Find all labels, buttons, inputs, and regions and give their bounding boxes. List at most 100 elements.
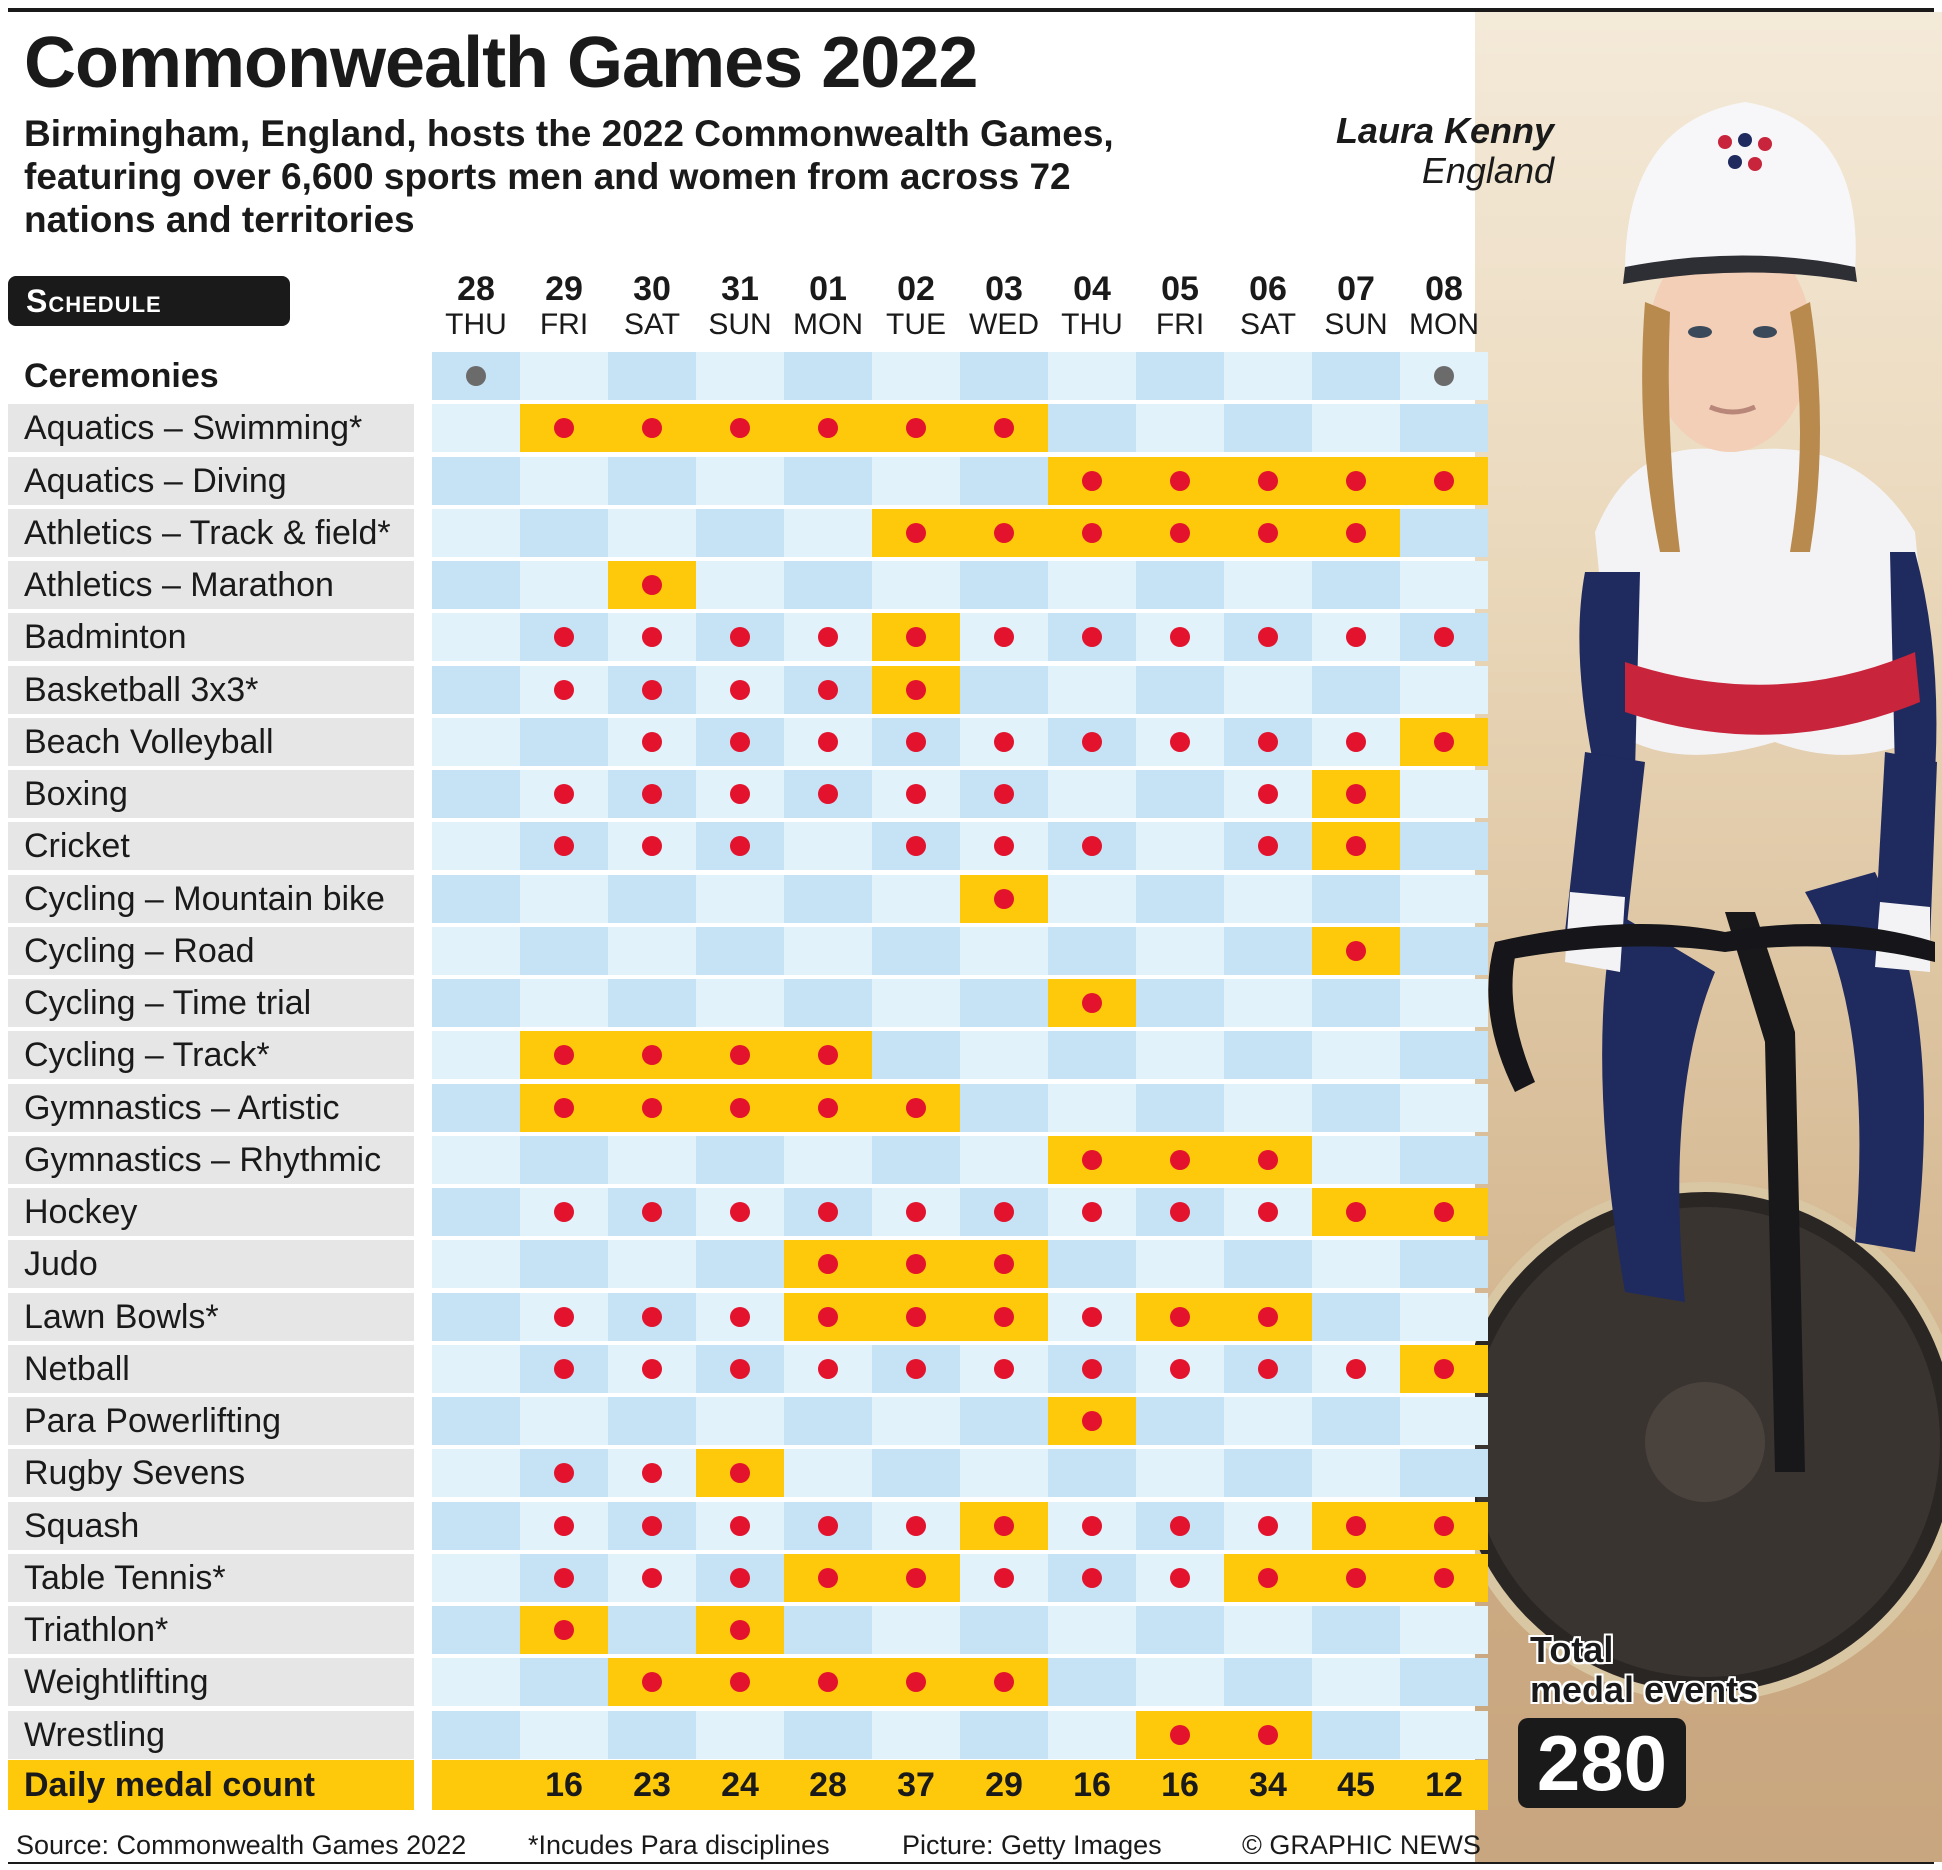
day-of-week: MON [793, 308, 863, 341]
day-header-01: 01 MON [784, 270, 872, 342]
event-dot [1346, 1359, 1366, 1379]
schedule-cell [1048, 1606, 1136, 1654]
schedule-cell [1224, 352, 1312, 400]
event-dot [1082, 1202, 1102, 1222]
schedule-cell [520, 822, 608, 870]
schedule-cell [608, 822, 696, 870]
medal-event-cell [608, 404, 696, 452]
schedule-cell [1136, 770, 1224, 818]
schedule-cell [1136, 1397, 1224, 1445]
medal-event-cell [1048, 1136, 1136, 1184]
day-header-04: 04 THU [1048, 270, 1136, 342]
schedule-cell [608, 1502, 696, 1550]
schedule-cell [960, 1345, 1048, 1393]
medal-event-cell [608, 1084, 696, 1132]
schedule-cell [1224, 561, 1312, 609]
day-header-03: 03 WED [960, 270, 1048, 342]
schedule-cell [1048, 404, 1136, 452]
schedule-cell [432, 509, 520, 557]
schedule-cell [432, 1240, 520, 1288]
event-dot [1170, 732, 1190, 752]
schedule-cell [696, 613, 784, 661]
event-dot [1258, 1516, 1278, 1536]
schedule-cell [1048, 1345, 1136, 1393]
schedule-cell [1400, 1449, 1488, 1497]
schedule-cell [1312, 979, 1400, 1027]
day-number: 08 [1425, 270, 1463, 308]
day-of-week: WED [969, 308, 1039, 341]
medal-event-cell [1224, 1136, 1312, 1184]
schedule-cell [1312, 1031, 1400, 1079]
schedule-cell [1312, 1136, 1400, 1184]
medal-event-cell [520, 1031, 608, 1079]
day-number: 07 [1337, 270, 1375, 308]
schedule-cell [520, 1554, 608, 1602]
event-dot [1258, 1202, 1278, 1222]
schedule-cell [1048, 1293, 1136, 1341]
day-number: 03 [985, 270, 1023, 308]
event-dot [906, 1254, 926, 1274]
ceremony-dot [466, 366, 486, 386]
schedule-cell [696, 1188, 784, 1236]
schedule-cell [784, 770, 872, 818]
schedule-cell [1224, 1449, 1312, 1497]
sport-label: Cycling – Time trial [8, 979, 414, 1027]
schedule-cell [1136, 1502, 1224, 1550]
schedule-cell [696, 457, 784, 505]
schedule-cell [1224, 770, 1312, 818]
day-number: 06 [1249, 270, 1287, 308]
medal-event-cell [1136, 509, 1224, 557]
schedule-cell [784, 561, 872, 609]
schedule-cell [1224, 718, 1312, 766]
schedule-cell [520, 1711, 608, 1759]
schedule-cell [960, 666, 1048, 714]
schedule-cell [1312, 1711, 1400, 1759]
medal-event-cell [1312, 1188, 1400, 1236]
schedule-cell [432, 457, 520, 505]
event-dot [1170, 1150, 1190, 1170]
medal-event-cell [1136, 1711, 1224, 1759]
event-dot [818, 1202, 838, 1222]
medal-event-cell [1312, 1554, 1400, 1602]
medal-event-cell [1400, 1188, 1488, 1236]
event-dot [1346, 523, 1366, 543]
schedule-cell [1224, 1188, 1312, 1236]
daily-medal-count-bar [432, 1760, 1488, 1810]
medal-event-cell [1312, 770, 1400, 818]
schedule-cell [784, 1397, 872, 1445]
schedule-cell [608, 927, 696, 975]
schedule-cell [1224, 927, 1312, 975]
schedule-cell [1312, 352, 1400, 400]
medal-event-cell [1312, 822, 1400, 870]
schedule-cell [784, 613, 872, 661]
schedule-cell [1400, 927, 1488, 975]
day-header-06: 06 SAT [1224, 270, 1312, 342]
event-dot [818, 680, 838, 700]
schedule-cell [784, 875, 872, 923]
sport-label: Cricket [8, 822, 414, 870]
medal-event-cell [1312, 927, 1400, 975]
schedule-cell [960, 1711, 1048, 1759]
event-dot [642, 1045, 662, 1065]
schedule-cell [872, 1345, 960, 1393]
event-dot [1258, 627, 1278, 647]
medal-event-cell [1048, 1397, 1136, 1445]
schedule-cell [432, 1084, 520, 1132]
schedule-cell [1312, 1240, 1400, 1288]
event-dot [906, 1307, 926, 1327]
schedule-cell [696, 1136, 784, 1184]
medal-event-cell [872, 404, 960, 452]
schedule-cell [520, 457, 608, 505]
schedule-cell [960, 1606, 1048, 1654]
schedule-cell [520, 718, 608, 766]
medal-event-cell [960, 1658, 1048, 1706]
event-dot [554, 1307, 574, 1327]
event-dot [1346, 1516, 1366, 1536]
schedule-cell [696, 666, 784, 714]
event-dot [730, 784, 750, 804]
daily-medal-count-value: 16 [1161, 1766, 1199, 1804]
schedule-cell [608, 1449, 696, 1497]
schedule-cell [608, 1188, 696, 1236]
medal-event-cell [872, 1658, 960, 1706]
event-dot [1346, 732, 1366, 752]
